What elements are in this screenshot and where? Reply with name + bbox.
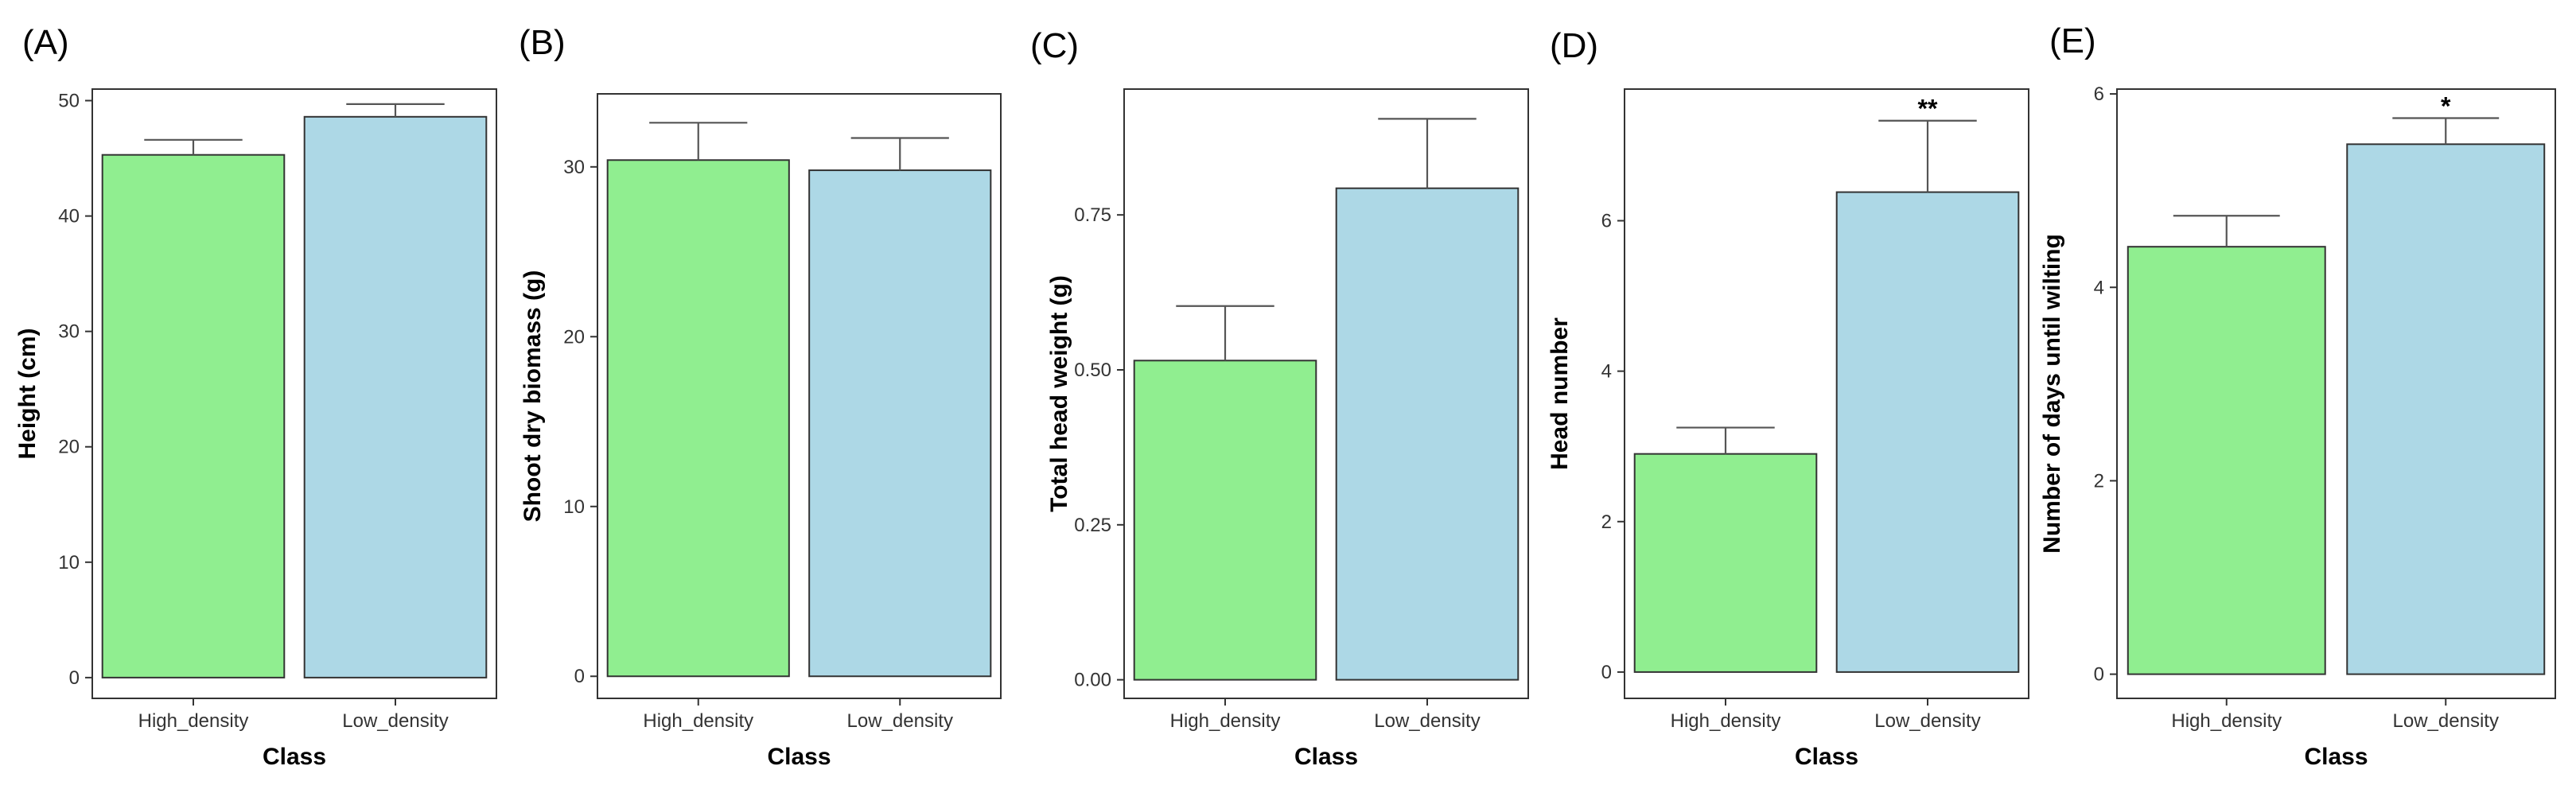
x-tick-label: High_density xyxy=(1170,710,1281,732)
panel-label: (A) xyxy=(22,23,69,62)
y-axis-title: Number of days until wilting xyxy=(2039,234,2065,554)
plot-frame xyxy=(1123,88,1529,699)
x-tick-label: High_density xyxy=(2171,710,2282,732)
y-tick-label: 0.75 xyxy=(1074,204,1111,226)
significance-marker: ** xyxy=(1918,95,1938,123)
y-tick-label: 2 xyxy=(1601,511,1612,533)
y-tick-label: 20 xyxy=(563,326,585,348)
panel-a: (A) 0 10 20 30 40 50 High_density Low_density Cla… xyxy=(14,23,497,770)
y-tick-label: 6 xyxy=(2094,84,2104,105)
plot-frame xyxy=(597,93,1002,699)
y-tick-label: 4 xyxy=(2094,277,2104,298)
x-tick-label: Low_density xyxy=(2393,710,2499,732)
x-axis-title: Class xyxy=(767,744,831,770)
x-tick-label: High_density xyxy=(138,710,249,732)
y-tick-label: 6 xyxy=(1601,210,1612,231)
bar-low-density xyxy=(1335,187,1520,681)
panel-d: (D) 0 2 4 6 High_density ** Low_density Class Hea… xyxy=(1547,26,2029,770)
y-axis-title: Total head weight (g) xyxy=(1046,275,1072,512)
x-tick-label: High_density xyxy=(643,710,753,732)
y-tick-label: 0.00 xyxy=(1074,670,1111,691)
x-axis-title: Class xyxy=(1294,744,1358,770)
x-axis-title: Class xyxy=(263,744,326,770)
y-tick-label: 0 xyxy=(574,666,585,687)
y-tick-label: 40 xyxy=(58,206,80,227)
panel-e: (E) 0 2 4 6 High_density * Low_density Class Numb… xyxy=(2039,21,2556,770)
x-tick-label: Low_density xyxy=(847,710,953,732)
plot-frame xyxy=(1624,88,2029,699)
y-tick-label: 30 xyxy=(58,321,80,343)
y-tick-label: 20 xyxy=(58,437,80,458)
plot-frame xyxy=(2116,88,2556,699)
bar-low-density xyxy=(303,115,488,678)
bar-low-density xyxy=(1835,191,2020,673)
y-tick-label: 2 xyxy=(2094,470,2104,492)
y-tick-label: 30 xyxy=(563,157,585,178)
y-axis-title: Shoot dry biomass (g) xyxy=(519,270,546,523)
y-tick-label: 10 xyxy=(58,552,80,573)
y-tick-label: 0 xyxy=(69,667,80,689)
x-tick-label: High_density xyxy=(1671,710,1781,732)
bar-high-density xyxy=(2127,246,2326,675)
x-tick-label: Low_density xyxy=(342,710,448,732)
plot-frame xyxy=(91,88,497,699)
bar-low-density xyxy=(2346,143,2546,675)
significance-marker: * xyxy=(2441,91,2451,120)
panel-c: (C) 0.00 0.25 0.50 0.75 High_density Low_densi… xyxy=(1030,26,1529,770)
y-tick-label: 0.50 xyxy=(1074,360,1111,381)
x-axis-title: Class xyxy=(2304,744,2368,770)
y-tick-label: 50 xyxy=(58,91,80,112)
panel-label: (D) xyxy=(1550,26,1598,65)
y-axis-title: Head number xyxy=(1547,317,1573,470)
x-tick-label: Low_density xyxy=(1874,710,1980,732)
panel-label: (E) xyxy=(2049,21,2096,60)
bar-high-density xyxy=(1633,453,1818,673)
y-tick-label: 10 xyxy=(563,496,585,518)
x-axis-title: Class xyxy=(1795,744,1858,770)
y-axis-title: Height (cm) xyxy=(14,329,41,460)
panel-label: (B) xyxy=(519,23,566,62)
x-tick-label: Low_density xyxy=(1374,710,1480,732)
bar-high-density xyxy=(606,159,790,678)
bar-low-density xyxy=(808,169,992,678)
y-tick-label: 4 xyxy=(1601,361,1612,383)
panel-label: (C) xyxy=(1030,26,1079,65)
bar-high-density xyxy=(101,154,286,678)
y-tick-label: 0 xyxy=(2094,664,2104,686)
y-tick-label: 0 xyxy=(1601,662,1612,683)
panel-b: (B) 0 10 20 30 High_density Low_density Class Sh… xyxy=(519,23,1002,770)
y-tick-label: 0.25 xyxy=(1074,515,1111,536)
bar-high-density xyxy=(1133,360,1317,681)
